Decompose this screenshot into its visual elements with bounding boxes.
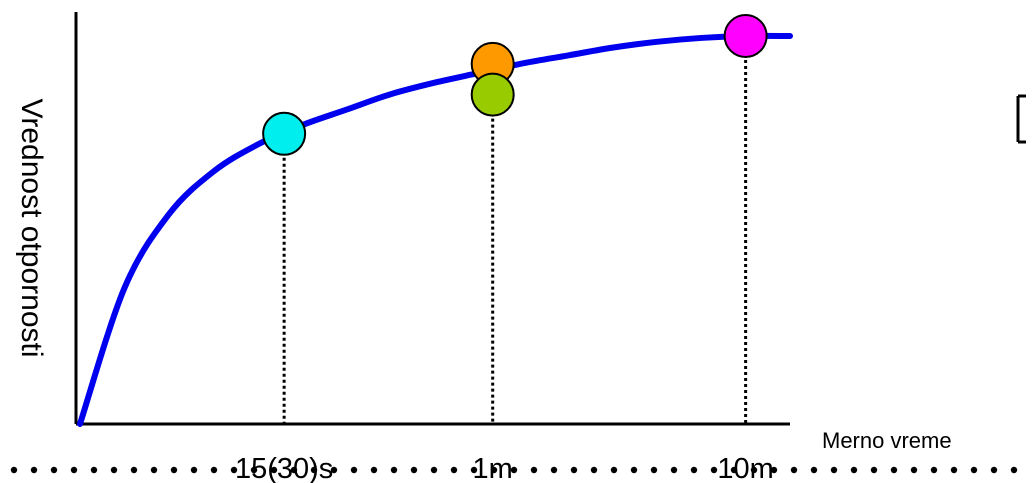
rule-dot [510,466,518,474]
rule-dot [10,466,18,474]
rule-dot [430,466,438,474]
rule-dot [190,466,198,474]
rule-dot [350,466,358,474]
rule-dot [670,466,678,474]
rule-dot [690,466,698,474]
data-point-marker [470,72,515,117]
rule-dot [710,466,718,474]
rule-dot [530,466,538,474]
rule-dot [770,466,778,474]
rule-dot [230,466,238,474]
rule-dot [990,466,998,474]
rule-dot [470,466,478,474]
y-axis-label: Vrednost otpornosti [15,98,48,357]
x-axis-label: Merno vreme [822,428,952,453]
rule-dot [130,466,138,474]
rule-dot [870,466,878,474]
rule-dot [570,466,578,474]
rule-dot [330,466,338,474]
rule-dot [750,466,758,474]
rule-dot [950,466,958,474]
x-tick-label: 15(30)s [235,453,333,483]
data-point-marker [723,14,768,58]
rule-dot [110,466,118,474]
rule-dot [170,466,178,474]
rule-dot [930,466,938,474]
rule-dot [210,466,218,474]
rule-dot [490,466,498,474]
rule-dot [590,466,598,474]
rule-dot [610,466,618,474]
rule-dot [250,466,258,474]
rule-dot [270,466,278,474]
partial-text-glyph [1016,94,1026,144]
rule-dot [850,466,858,474]
x-tick-label: 10m [717,453,773,483]
curve-line [77,32,793,427]
rule-dot [550,466,558,474]
rule-dot [70,466,78,474]
rule-dot [410,466,418,474]
rule-dot [370,466,378,474]
rule-dot [830,466,838,474]
rule-dot [910,466,918,474]
rule-dot [390,466,398,474]
rule-dot [50,466,58,474]
rule-dot [790,466,798,474]
rule-dot [970,466,978,474]
x-tick-label: 1m [473,453,513,483]
rule-dot [810,466,818,474]
rule-dot [290,466,298,474]
rule-dot [150,466,158,474]
rule-dot [30,466,38,474]
rule-dot [730,466,738,474]
dotted-rule [10,466,1018,474]
rule-dot [650,466,658,474]
rule-dot [630,466,638,474]
rule-dot [450,466,458,474]
rule-dot [1010,466,1018,474]
rule-dot [310,466,318,474]
rule-dot [890,466,898,474]
data-point-marker [262,111,307,156]
rule-dot [90,466,98,474]
